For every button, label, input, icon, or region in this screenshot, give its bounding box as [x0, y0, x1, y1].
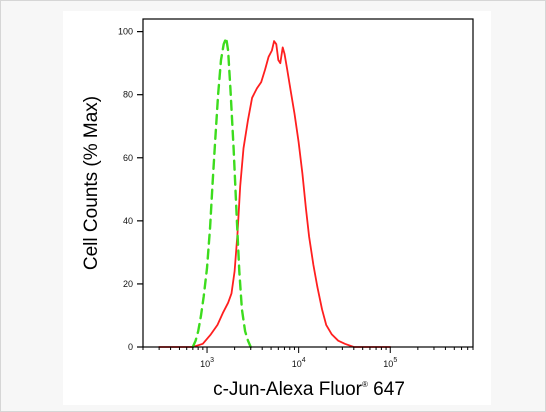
- x-tick-label-exponent: 4: [302, 357, 306, 364]
- y-tick-label-60: 60: [123, 153, 133, 163]
- y-tick-label-0: 0: [128, 342, 133, 352]
- x-axis-title-tail: 647: [368, 379, 405, 400]
- x-tick-label-100000: 105: [383, 357, 397, 369]
- x-axis-title-registered-mark: ®: [362, 380, 368, 389]
- y-tick-label-100: 100: [118, 27, 133, 37]
- plot-frame: [142, 18, 474, 348]
- series-line-control: [191, 36, 252, 349]
- y-tick-label-40: 40: [123, 216, 133, 226]
- y-tick-label-20: 20: [123, 279, 133, 289]
- x-axis-title-main: c-Jun-Alexa Fluor: [213, 379, 363, 400]
- plot-area-background: [143, 19, 473, 347]
- chart-card: 0 20 40 60 80 100 103 104 105 Cell Counts (% Max…: [63, 11, 491, 405]
- series-line-sample: [158, 40, 392, 348]
- x-tick-label-base: 10: [292, 359, 302, 369]
- x-tick-label-exponent: 3: [210, 357, 214, 364]
- x-tick-label-1000: 103: [200, 357, 214, 369]
- x-tick-label-base: 10: [383, 359, 393, 369]
- x-axis-title: c-Jun-Alexa Fluor® 647: [213, 379, 405, 400]
- x-tick-label-exponent: 5: [393, 357, 397, 364]
- axis-layer: [137, 18, 474, 353]
- y-axis-title: Cell Counts (% Max): [81, 96, 102, 270]
- x-tick-label-10000: 104: [292, 357, 306, 369]
- x-tick-label-base: 10: [200, 359, 210, 369]
- series-layer: [158, 36, 392, 349]
- y-tick-label-80: 80: [123, 90, 133, 100]
